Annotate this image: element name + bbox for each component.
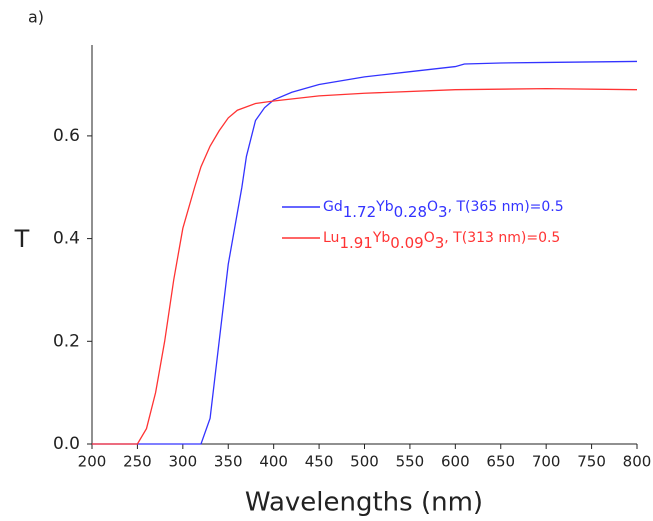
y-tick-label: 0.6: [53, 126, 80, 146]
x-tick-label: 350: [214, 453, 243, 471]
y-tick-label: 0.0: [53, 434, 80, 454]
x-tick-label: 700: [532, 453, 561, 471]
series-line: [92, 60, 638, 445]
x-tick-label: 800: [623, 453, 652, 471]
series-line: [92, 87, 638, 445]
x-tick-label: 200: [78, 453, 107, 471]
x-tick-label: 550: [396, 453, 425, 471]
panel-label: a): [28, 8, 44, 27]
x-tick-label: 300: [169, 453, 198, 471]
x-tick-label: 750: [577, 453, 606, 471]
x-tick-label: 400: [259, 453, 288, 471]
legend-label: Gd1.72Yb0.28O3, T(365 nm)=0.5: [323, 199, 564, 221]
legend-label: Lu1.91Yb0.09O3, T(313 nm)=0.5: [323, 230, 560, 252]
x-tick-label: 650: [486, 453, 515, 471]
x-tick-label: 250: [123, 453, 152, 471]
x-axis-label: Wavelengths (nm): [245, 488, 483, 518]
x-tick-label: 600: [441, 453, 470, 471]
y-tick-label: 0.4: [53, 229, 80, 249]
x-tick-label: 450: [305, 453, 334, 471]
y-tick-label: 0.2: [53, 331, 80, 351]
x-tick-label: 500: [350, 453, 379, 471]
y-axis-label: T: [14, 225, 30, 253]
